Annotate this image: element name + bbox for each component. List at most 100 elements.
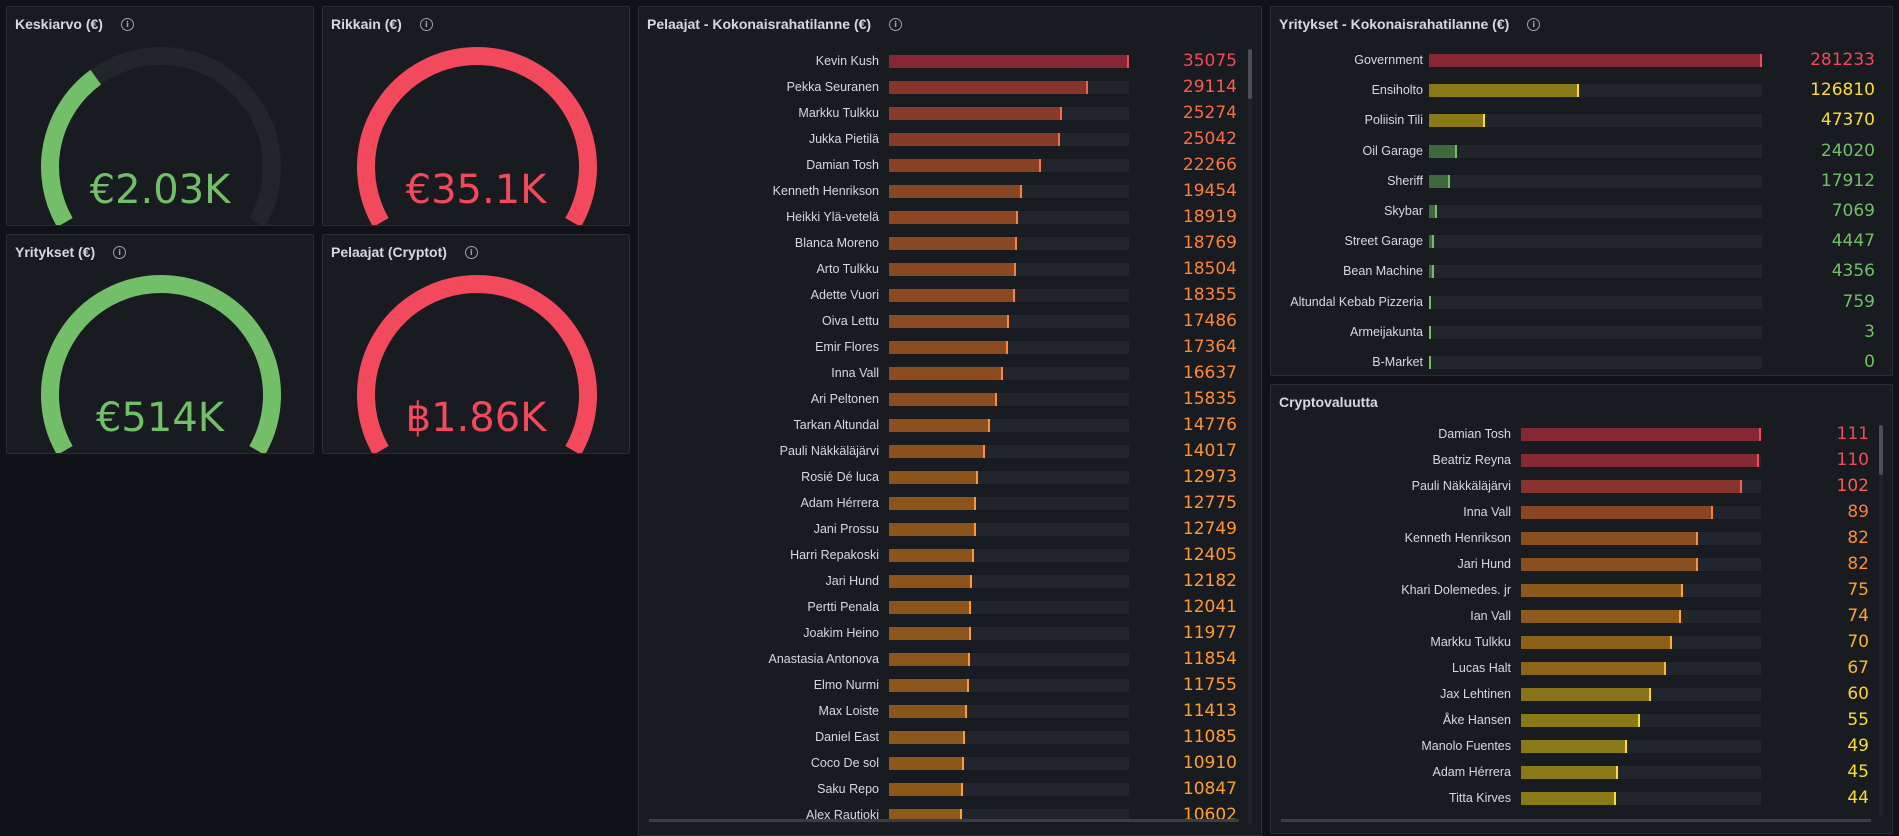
bar-fill xyxy=(1521,792,1617,805)
bar-row: Markku Tulkku 25274 xyxy=(639,103,1261,123)
bar-fill xyxy=(889,159,1042,172)
bar-cap xyxy=(1739,480,1742,493)
bar-fill xyxy=(889,549,974,562)
panel-title: Rikkain (€) xyxy=(331,16,402,32)
bar-label: Jukka Pietilä xyxy=(808,132,879,146)
bar-label: Coco De sol xyxy=(810,756,879,770)
bar-track xyxy=(889,809,1129,822)
bar-track xyxy=(889,107,1129,120)
bar-row: Pauli Näkkäläjärvi 102 xyxy=(1271,476,1892,496)
bar-value: 11977 xyxy=(1182,623,1237,643)
bar-track xyxy=(1429,265,1762,279)
panel-header: Pelaajat (Cryptot) i xyxy=(331,241,621,263)
info-icon[interactable]: i xyxy=(419,17,433,31)
scrollbar-thumb[interactable] xyxy=(1879,425,1883,475)
bar-row: Damian Tosh 22266 xyxy=(639,155,1261,175)
bar-value: 35075 xyxy=(1182,51,1237,71)
bar-row: Beatriz Reyna 110 xyxy=(1271,450,1892,470)
bar-cap xyxy=(1679,610,1681,623)
info-icon[interactable]: i xyxy=(889,17,903,31)
bar-row: Blanca Moreno 18769 xyxy=(639,233,1261,253)
info-icon[interactable]: i xyxy=(1527,17,1541,31)
bar-cap xyxy=(968,653,971,666)
bar-row: Ari Peltonen 15835 xyxy=(639,389,1261,409)
gauge-arc xyxy=(357,47,597,225)
bar-fill xyxy=(889,809,962,822)
bar-track xyxy=(1521,480,1761,493)
bar-value: 759 xyxy=(1842,291,1875,312)
bar-row: Jari Hund 12182 xyxy=(639,571,1261,591)
scrollbar-track[interactable] xyxy=(1879,425,1883,817)
bar-row: Inna Vall 16637 xyxy=(639,363,1261,383)
bar-fill xyxy=(1521,610,1681,623)
bar-value: 12405 xyxy=(1182,545,1237,565)
bar-cap xyxy=(1614,792,1617,805)
bar-cap xyxy=(1127,55,1129,68)
info-icon[interactable]: i xyxy=(113,245,127,259)
bar-row: Arto Tulkku 18504 xyxy=(639,259,1261,279)
cryptocurrency-panel: Cryptovaluutta Damian Tosh 111 Beatriz Rey… xyxy=(1270,384,1893,834)
bar-label: Bean Machine xyxy=(1343,264,1423,279)
bar-fill xyxy=(889,523,977,536)
bar-label: Ensiholto xyxy=(1371,83,1423,98)
bar-label: Max Loiste xyxy=(818,704,879,718)
bar-label: Joakim Heino xyxy=(803,626,879,640)
panel-title: Yritykset (€) xyxy=(15,244,96,260)
bar-label: Markku Tulkku xyxy=(1430,635,1511,649)
bar-label: Adam Hérrera xyxy=(800,496,880,510)
bar-track xyxy=(889,81,1129,94)
bar-row: Elmo Nurmi 11755 xyxy=(639,675,1261,695)
bar-cap xyxy=(974,497,977,510)
bar-cap xyxy=(1711,506,1714,519)
bar-row: Khari Dolemedes. jr 75 xyxy=(1271,580,1892,600)
scrollbar-thumb[interactable] xyxy=(1248,49,1252,99)
bar-fill xyxy=(889,393,998,406)
bar-fill xyxy=(889,757,964,770)
bar-value: 12182 xyxy=(1182,571,1237,591)
bar-fill xyxy=(1521,740,1627,753)
bar-cap xyxy=(1039,159,1042,172)
bar-row: Armeijakunta 3 xyxy=(1271,322,1892,342)
bar-cap xyxy=(971,549,974,562)
bar-fill xyxy=(889,705,968,718)
bar-fill xyxy=(889,783,964,796)
gauge-arc xyxy=(357,275,597,453)
bar-label: Ian Vall xyxy=(1470,609,1511,623)
gauge-panel-companies: Yritykset (€) i €514K xyxy=(6,234,314,454)
scrollbar-track[interactable] xyxy=(1248,49,1252,825)
bar-label: Inna Vall xyxy=(831,366,879,380)
bar-fill xyxy=(889,731,965,744)
gauge-value: €35.1K xyxy=(405,167,547,213)
bar-track xyxy=(889,185,1129,198)
bar-fill xyxy=(1429,144,1458,158)
bar-label: Government xyxy=(1354,53,1423,67)
bar-track xyxy=(1521,532,1761,545)
bar-cap xyxy=(1005,341,1008,354)
bar-cap xyxy=(1455,144,1458,158)
panel-header: Yritykset - Kokonaisrahatilanne (€) i xyxy=(1279,13,1884,35)
bar-row: Poliisin Tili 47370 xyxy=(1271,110,1892,130)
bar-fill xyxy=(1429,114,1486,128)
bar-track xyxy=(1429,325,1762,339)
bar-cap xyxy=(1696,532,1699,545)
bar-track xyxy=(889,419,1129,432)
info-icon[interactable]: i xyxy=(120,17,134,31)
bar-label: Poliisin Tili xyxy=(1364,113,1423,128)
bar-value: 18355 xyxy=(1182,285,1237,305)
bar-label: Pekka Seuranen xyxy=(786,80,879,94)
bar-value: 12775 xyxy=(1182,493,1237,513)
info-icon[interactable]: i xyxy=(464,245,478,259)
bar-track xyxy=(1429,84,1762,98)
bar-value: 14017 xyxy=(1182,441,1237,461)
bar-label: Ari Peltonen xyxy=(810,392,879,406)
bar-value: 10910 xyxy=(1182,753,1237,773)
bar-label: Damian Tosh xyxy=(1438,427,1511,441)
bar-label: Jari Hund xyxy=(1457,557,1512,571)
bar-track xyxy=(889,289,1129,302)
bar-fill xyxy=(1521,558,1699,571)
bar-cap xyxy=(974,523,977,536)
bar-value: 12041 xyxy=(1182,597,1237,617)
bar-value: 17364 xyxy=(1182,337,1237,357)
bar-value: 126810 xyxy=(1810,80,1875,101)
bar-track xyxy=(1521,454,1761,467)
